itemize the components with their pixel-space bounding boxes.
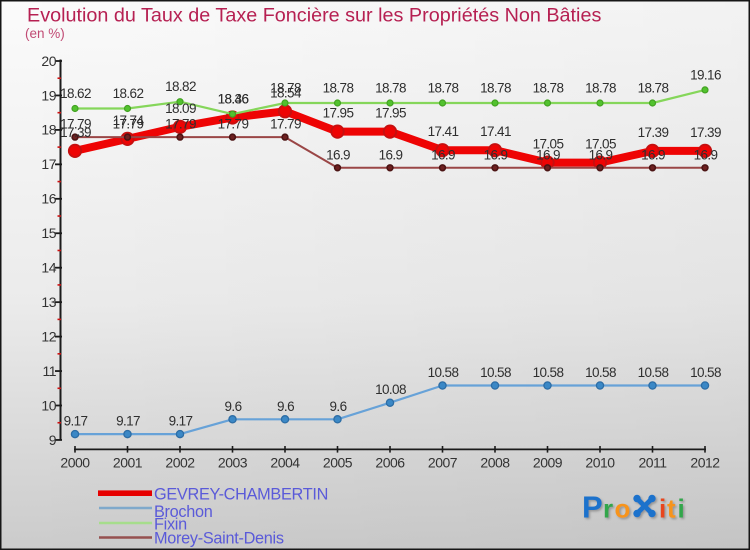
svg-text:17.05: 17.05 — [585, 137, 616, 152]
svg-text:P: P — [582, 490, 603, 525]
svg-text:2007: 2007 — [428, 455, 458, 471]
svg-text:14: 14 — [41, 260, 56, 276]
svg-text:2012: 2012 — [690, 455, 720, 471]
svg-text:16.9: 16.9 — [694, 147, 718, 162]
svg-text:16.9: 16.9 — [326, 147, 350, 162]
svg-text:17.79: 17.79 — [113, 117, 144, 132]
svg-text:17.95: 17.95 — [323, 106, 354, 121]
svg-text:18.62: 18.62 — [113, 86, 144, 101]
svg-text:18.78: 18.78 — [480, 81, 511, 96]
svg-text:17.39: 17.39 — [690, 125, 721, 140]
svg-text:10: 10 — [41, 397, 56, 413]
svg-text:18.78: 18.78 — [585, 81, 616, 96]
svg-text:18.78: 18.78 — [638, 81, 669, 96]
svg-text:16.9: 16.9 — [641, 147, 665, 162]
svg-text:2010: 2010 — [585, 455, 615, 471]
svg-text:18.78: 18.78 — [323, 81, 354, 96]
svg-text:2008: 2008 — [480, 455, 510, 471]
svg-text:9.6: 9.6 — [225, 399, 242, 414]
svg-text:17.95: 17.95 — [375, 106, 406, 121]
svg-text:18.78: 18.78 — [533, 81, 564, 96]
svg-text:16: 16 — [41, 191, 56, 207]
svg-text:12: 12 — [41, 328, 56, 344]
svg-text:16.9: 16.9 — [431, 147, 455, 162]
svg-text:17.41: 17.41 — [480, 124, 511, 139]
svg-text:(en %): (en %) — [25, 26, 65, 41]
svg-text:r: r — [603, 494, 613, 524]
svg-text:2005: 2005 — [323, 455, 353, 471]
svg-text:9.17: 9.17 — [64, 414, 88, 429]
svg-text:18.46: 18.46 — [218, 92, 249, 107]
svg-text:18.09: 18.09 — [165, 101, 196, 116]
svg-text:17.79: 17.79 — [60, 117, 91, 132]
svg-text:16.9: 16.9 — [484, 147, 508, 162]
svg-text:i: i — [678, 494, 685, 524]
svg-text:16.9: 16.9 — [536, 147, 560, 162]
svg-text:18: 18 — [41, 122, 56, 138]
svg-text:16.9: 16.9 — [589, 147, 613, 162]
svg-text:17: 17 — [41, 156, 56, 172]
svg-text:10.58: 10.58 — [480, 365, 511, 380]
svg-text:GEVREY-CHAMBERTIN: GEVREY-CHAMBERTIN — [154, 486, 328, 504]
svg-text:13: 13 — [41, 294, 56, 310]
svg-text:10.58: 10.58 — [428, 365, 459, 380]
svg-text:2002: 2002 — [165, 455, 195, 471]
svg-text:2001: 2001 — [113, 455, 143, 471]
svg-text:9.17: 9.17 — [116, 414, 140, 429]
svg-text:2004: 2004 — [270, 455, 300, 471]
svg-text:17.79: 17.79 — [270, 117, 301, 132]
svg-text:20: 20 — [41, 53, 56, 69]
svg-text:Morey-Saint-Denis: Morey-Saint-Denis — [154, 530, 284, 548]
svg-text:18.36: 18.36 — [218, 92, 249, 107]
svg-text:15: 15 — [41, 225, 56, 241]
svg-text:17.74: 17.74 — [113, 113, 145, 128]
svg-text:18.82: 18.82 — [165, 79, 196, 94]
svg-text:Evolution du Taux de Taxe Fonc: Evolution du Taux de Taxe Foncière sur l… — [27, 4, 601, 26]
svg-text:2011: 2011 — [638, 455, 667, 471]
svg-text:10.58: 10.58 — [638, 365, 669, 380]
svg-text:11: 11 — [42, 363, 56, 379]
svg-text:2003: 2003 — [218, 455, 248, 471]
svg-text:o: o — [615, 494, 631, 524]
svg-text:17.41: 17.41 — [428, 124, 459, 139]
svg-text:i: i — [659, 494, 666, 524]
svg-text:9.17: 9.17 — [169, 414, 193, 429]
svg-text:17.05: 17.05 — [533, 137, 564, 152]
svg-text:17.39: 17.39 — [60, 125, 91, 140]
svg-text:10.08: 10.08 — [375, 382, 406, 397]
svg-text:10.58: 10.58 — [585, 365, 616, 380]
svg-text:9.6: 9.6 — [277, 399, 294, 414]
svg-text:2000: 2000 — [60, 455, 90, 471]
svg-text:16.9: 16.9 — [379, 147, 403, 162]
svg-text:18.62: 18.62 — [60, 86, 91, 101]
svg-text:2006: 2006 — [375, 455, 405, 471]
svg-text:9: 9 — [49, 432, 57, 448]
svg-text:Brochon: Brochon — [154, 503, 213, 521]
svg-text:18.78: 18.78 — [428, 81, 459, 96]
svg-text:18.78: 18.78 — [375, 81, 406, 96]
svg-text:19: 19 — [41, 87, 56, 103]
svg-text:18.54: 18.54 — [270, 85, 302, 100]
svg-text:18.78: 18.78 — [270, 81, 301, 96]
svg-text:Fixin: Fixin — [154, 516, 187, 534]
svg-text:t: t — [667, 494, 676, 524]
svg-text:17.39: 17.39 — [638, 125, 669, 140]
svg-text:17.79: 17.79 — [218, 117, 249, 132]
svg-text:17.79: 17.79 — [165, 117, 196, 132]
svg-text:10.58: 10.58 — [690, 365, 721, 380]
svg-text:19.16: 19.16 — [690, 67, 721, 82]
svg-text:2009: 2009 — [533, 455, 563, 471]
svg-text:9.6: 9.6 — [330, 399, 347, 414]
svg-text:10.58: 10.58 — [533, 365, 564, 380]
